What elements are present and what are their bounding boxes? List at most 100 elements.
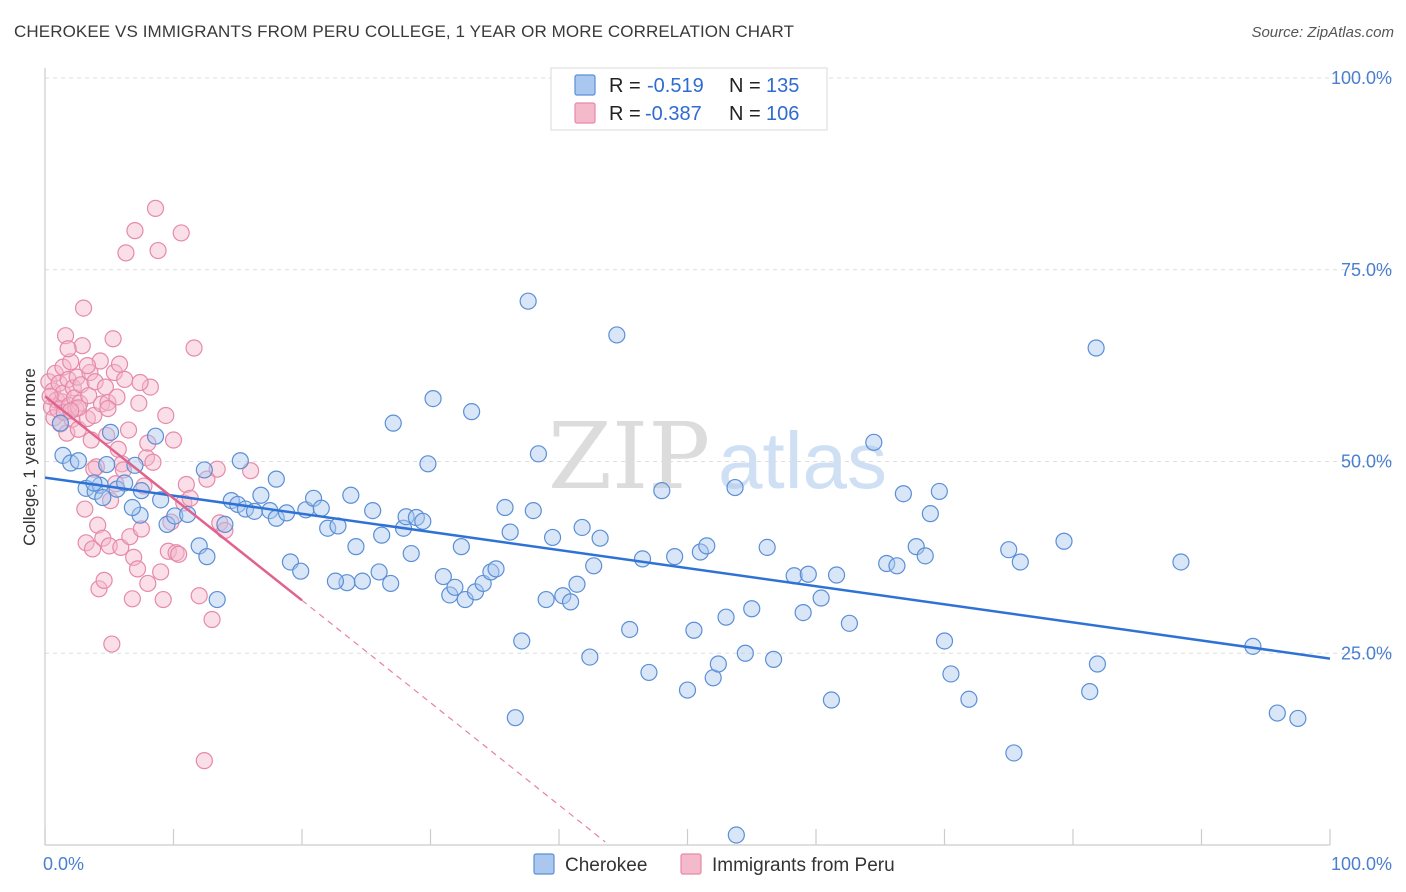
point-peru-36: [86, 373, 104, 391]
point-cherokee-66: [501, 523, 519, 541]
bottom-legend: Cherokee Immigrants from Peru: [533, 853, 895, 876]
bottom-legend-swatch-peru: [680, 853, 702, 875]
point-cherokee-83: [633, 550, 652, 568]
point-cherokee-3: [69, 452, 88, 470]
point-cherokee-63: [482, 563, 500, 581]
point-peru-89: [195, 752, 213, 770]
chart-title: CHEROKEE VS IMMIGRANTS FROM PERU COLLEGE…: [14, 22, 795, 41]
point-cherokee-47: [384, 414, 402, 432]
legend-n-label-1: N =: [729, 75, 761, 97]
point-cherokee-90: [698, 537, 716, 555]
point-cherokee-122: [1081, 682, 1099, 701]
gridlines: [45, 77, 1392, 654]
point-cherokee-99: [764, 650, 783, 668]
point-peru-85: [177, 475, 195, 494]
point-cherokee-33: [292, 562, 310, 580]
point-peru-46: [99, 393, 117, 412]
point-peru-99: [85, 460, 103, 478]
point-peru-55: [110, 355, 129, 373]
point-peru-51: [105, 363, 123, 382]
point-cherokee-77: [573, 518, 591, 537]
point-peru-87: [185, 339, 203, 357]
point-cherokee-127: [1268, 704, 1286, 722]
point-cherokee-85: [653, 482, 671, 500]
point-cherokee-89: [691, 543, 709, 561]
point-cherokee-76: [568, 575, 586, 593]
point-peru-98: [78, 357, 97, 375]
watermark: ZIP atlas: [548, 403, 887, 510]
watermark-zip: ZIP: [548, 403, 710, 510]
point-cherokee-96: [736, 644, 754, 662]
point-cherokee-82: [621, 620, 639, 639]
point-peru-58: [116, 370, 134, 389]
trend-line-cherokee: [44, 476, 1331, 660]
point-cherokee-71: [529, 445, 548, 463]
point-peru-60: [119, 421, 138, 439]
legend-r-value-1: -0.519: [647, 75, 704, 97]
point-peru-39: [90, 580, 108, 598]
legend-swatch-cherokee: [574, 74, 596, 96]
point-peru-27: [74, 299, 93, 317]
legend-n-value-1: 135: [766, 75, 799, 97]
point-peru-71: [141, 378, 159, 396]
point-cherokee-110: [894, 485, 912, 503]
point-peru-53: [108, 388, 126, 406]
point-cherokee-16: [166, 507, 184, 525]
point-cherokee-69: [519, 292, 537, 310]
point-peru-66: [130, 394, 148, 412]
point-peru-95: [242, 462, 260, 480]
point-cherokee-132: [152, 491, 170, 509]
point-cherokee-72: [537, 590, 555, 609]
trend-line-peru: [44, 395, 303, 602]
y-axis-label: College, 1 year or more: [20, 368, 39, 546]
point-cherokee-79: [585, 557, 603, 575]
point-cherokee-106: [840, 614, 859, 632]
legend-r-label-1: R =: [609, 75, 641, 97]
point-peru-17: [62, 353, 80, 371]
point-peru-70: [139, 574, 157, 593]
point-cherokee-111: [907, 538, 925, 556]
bottom-legend-label-cherokee: Cherokee: [565, 855, 647, 876]
point-peru-72: [144, 453, 162, 471]
point-cherokee-36: [312, 499, 330, 517]
point-peru-50: [104, 330, 122, 348]
point-cherokee-20: [195, 461, 213, 479]
point-cherokee-44: [370, 563, 388, 581]
point-cherokee-115: [935, 632, 954, 650]
point-cherokee-119: [1005, 744, 1023, 762]
point-cherokee-84: [640, 663, 658, 682]
point-cherokee-101: [794, 603, 812, 622]
point-peru-59: [117, 244, 135, 262]
point-cherokee-124: [1087, 339, 1105, 357]
point-peru-49: [103, 635, 121, 653]
point-cherokee-58: [452, 538, 470, 556]
point-peru-92: [208, 460, 226, 478]
point-cherokee-43: [364, 501, 382, 520]
point-peru-28: [76, 500, 94, 518]
point-peru-88: [190, 587, 208, 605]
point-cherokee-102: [799, 565, 817, 583]
point-cherokee-22: [216, 515, 234, 533]
point-cherokee-46: [382, 574, 400, 593]
point-cherokee-88: [685, 621, 703, 639]
x-tick-label-min: 0.0%: [43, 854, 84, 874]
point-cherokee-50: [402, 544, 420, 563]
point-cherokee-7: [98, 455, 116, 474]
point-cherokee-130: [94, 488, 112, 507]
point-cherokee-81: [608, 326, 626, 344]
point-peru-73: [146, 199, 165, 217]
point-cherokee-55: [434, 567, 452, 586]
point-cherokee-19: [198, 548, 216, 566]
point-cherokee-116: [942, 665, 960, 683]
point-peru-77: [157, 406, 175, 425]
point-cherokee-42: [353, 572, 371, 590]
point-peru-34: [83, 540, 102, 558]
point-peru-13: [56, 327, 75, 345]
point-cherokee-70: [524, 501, 542, 520]
legend-r-label-2: R =: [609, 103, 641, 125]
point-cherokee-121: [1055, 532, 1073, 550]
bottom-legend-swatch-cherokee: [533, 853, 555, 875]
point-cherokee-112: [916, 547, 934, 565]
point-cherokee-45: [373, 526, 391, 544]
point-cherokee-64: [487, 560, 505, 578]
